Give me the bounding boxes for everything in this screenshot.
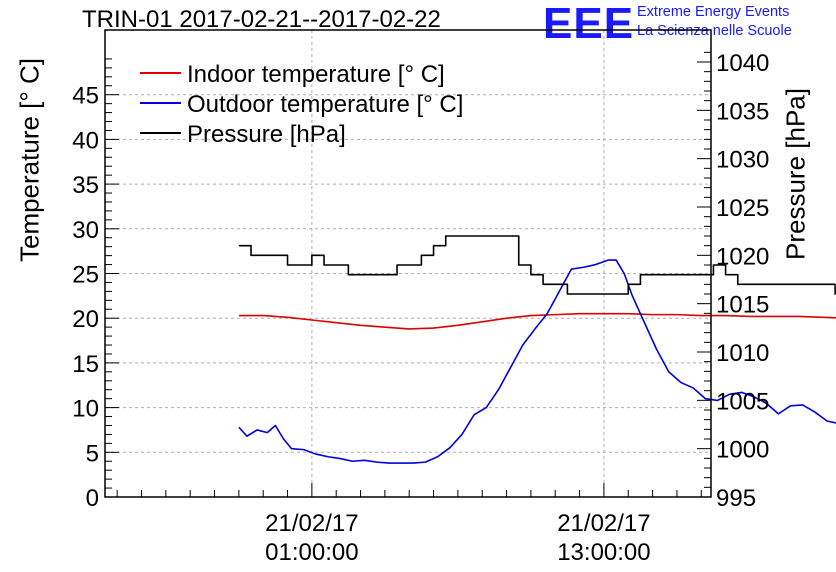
plot-frame [104,29,712,498]
legend-pressure-label: Pressure [hPa] [187,121,346,148]
y-tick-label: 30 [72,217,99,244]
x-tick-time: 13:00:00 [557,539,650,566]
y-tick-label: 35 [72,172,99,199]
eee-logo-text: Extreme Energy Events La Scienza nelle S… [637,3,792,41]
y-tick-label: 25 [72,262,99,289]
y2-tick-label: 1025 [716,195,769,222]
y-tick-label: 15 [72,351,99,378]
y2-tick-label: 1035 [716,98,769,125]
y2-tick-label: 1030 [716,147,769,174]
axes: 0510152025303540459951000100510101015102… [72,29,769,566]
series-lines [238,235,836,464]
y-tick-label: 40 [72,127,99,154]
legend-outdoor-label: Outdoor temperature [° C] [187,91,463,118]
eee-logo: EEE [543,0,635,48]
y2-tick-label: 1000 [716,437,769,464]
pressure-line [238,235,836,295]
y2-tick-label: 1010 [716,340,769,367]
y2-tick-label: 1020 [716,243,769,270]
legend-indoor-label: Indoor temperature [° C] [187,61,445,88]
y2-tick-label: 995 [716,485,756,512]
x-tick-date: 21/02/17 [557,510,650,537]
y-tick-label: 0 [86,485,99,512]
indoor-temperature-line [238,312,836,330]
outdoor-temperature-line [238,259,836,464]
y-tick-label: 20 [72,306,99,333]
x-tick-time: 01:00:00 [265,539,358,566]
chart-title: TRIN-01 2017-02-21--2017-02-22 [82,6,441,33]
x-tick-date: 21/02/17 [265,510,358,537]
y-tick-label: 10 [72,396,99,423]
logo-line-1: Extreme Energy Events [637,4,790,20]
y-tick-label: 45 [72,83,99,110]
legend: Indoor temperature [° C] Outdoor temperat… [140,61,463,148]
y2-tick-label: 1015 [716,292,769,319]
logo-line-2: La Scienza nelle Scuole [637,23,792,39]
y-tick-label: 5 [86,440,99,467]
y2-tick-label: 1005 [716,388,769,415]
y2-tick-label: 1040 [716,50,769,77]
